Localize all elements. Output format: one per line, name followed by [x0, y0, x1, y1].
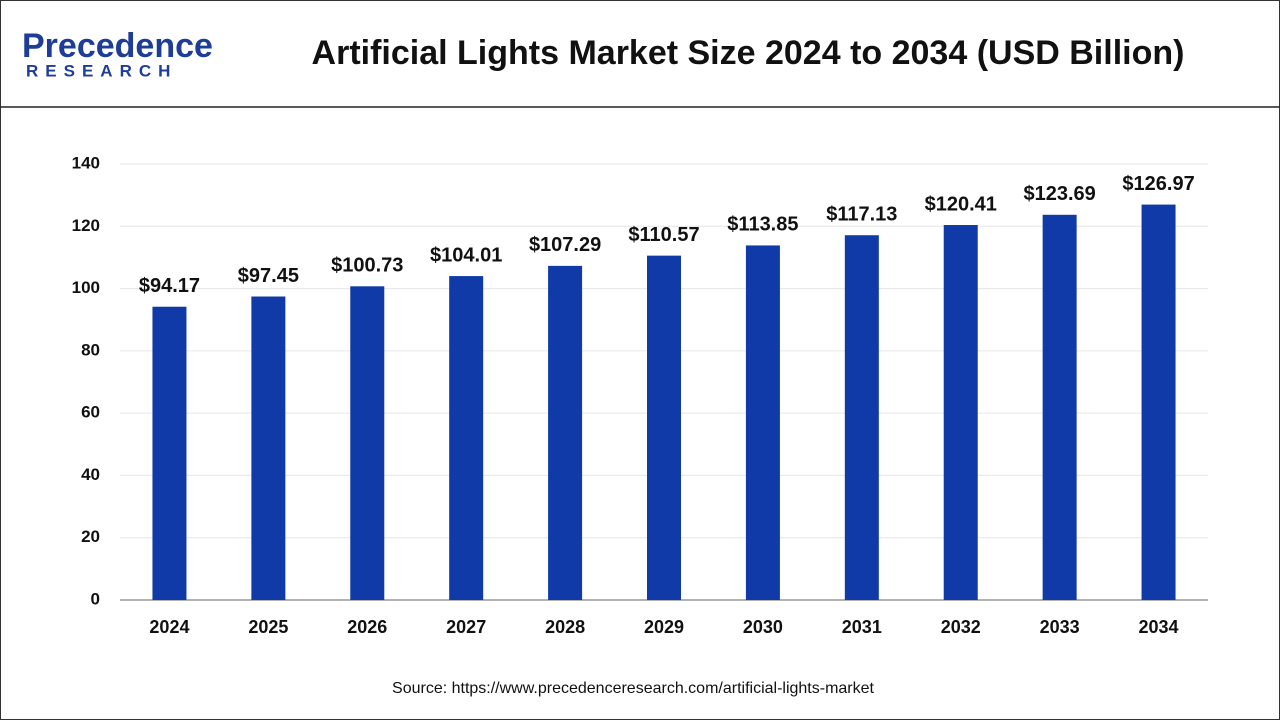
bar — [1042, 214, 1077, 600]
value-label: $126.97 — [1122, 173, 1194, 195]
bar — [251, 296, 286, 600]
x-tick-label: 2031 — [842, 617, 882, 637]
bar — [943, 225, 978, 600]
bar — [548, 265, 583, 600]
y-tick-label: 140 — [72, 153, 100, 172]
y-tick-label: 0 — [91, 589, 100, 608]
x-tick-label: 2030 — [743, 617, 783, 637]
y-tick-label: 100 — [72, 278, 100, 297]
bar — [1141, 204, 1176, 600]
x-tick-label: 2024 — [149, 617, 189, 637]
x-tick-label: 2033 — [1040, 617, 1080, 637]
value-label: $110.57 — [628, 224, 699, 246]
x-tick-label: 2025 — [248, 617, 288, 637]
value-label: $120.41 — [925, 193, 997, 215]
chart-title: Artificial Lights Market Size 2024 to 20… — [312, 34, 1185, 72]
value-label: $104.01 — [430, 244, 502, 266]
value-label: $113.85 — [727, 214, 798, 236]
logo-name: Precedence — [22, 27, 213, 65]
value-label: $123.69 — [1023, 183, 1095, 205]
y-tick-label: 120 — [72, 216, 100, 235]
value-label: $100.73 — [331, 255, 403, 277]
x-tick-label: 2026 — [347, 617, 387, 637]
x-tick-label: 2029 — [644, 617, 684, 637]
bar — [745, 245, 780, 600]
bar — [844, 235, 879, 601]
value-label: $94.17 — [139, 275, 200, 297]
y-tick-label: 40 — [81, 465, 100, 484]
value-label: $117.13 — [826, 204, 897, 226]
y-tick-label: 20 — [81, 527, 100, 546]
source-note: Source: https://www.precedenceresearch.c… — [392, 680, 875, 697]
value-label: $97.45 — [238, 265, 299, 287]
bar — [647, 255, 681, 600]
x-tick-label: 2027 — [446, 617, 486, 637]
x-tick-label: 2028 — [545, 617, 585, 637]
bar — [449, 276, 484, 600]
x-tick-label: 2032 — [941, 617, 981, 637]
y-tick-label: 80 — [81, 340, 100, 359]
value-label: $107.29 — [529, 234, 601, 256]
x-tick-label: 2034 — [1139, 617, 1179, 637]
bar — [350, 286, 385, 600]
y-tick-label: 60 — [81, 403, 100, 422]
logo-sub: RESEARCH — [26, 61, 177, 80]
bar — [152, 306, 187, 600]
